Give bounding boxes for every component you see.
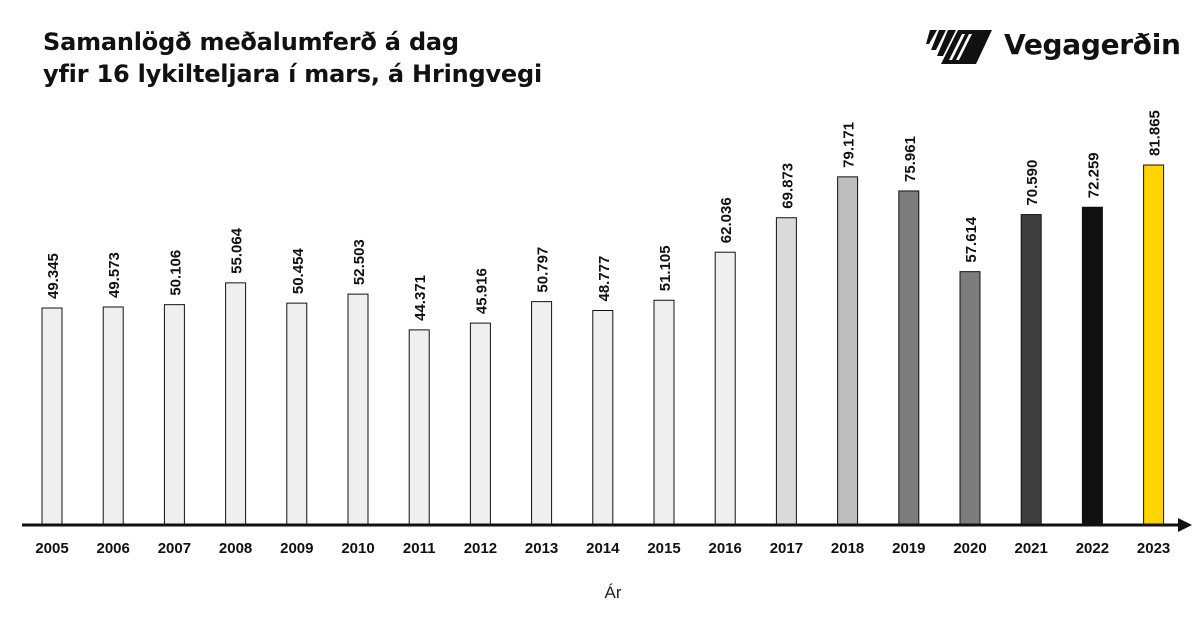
bar-2006 bbox=[102, 306, 124, 526]
value-label-2021: 70.590 bbox=[1024, 160, 1041, 206]
x-tick-label-2017: 2017 bbox=[770, 540, 803, 557]
value-label-2006: 49.573 bbox=[106, 252, 123, 298]
value-label-2009: 50.454 bbox=[290, 248, 307, 295]
value-labels-layer: 49.345 49.573 50.106 55.064 50.454 52.503 44.3… bbox=[45, 110, 1164, 321]
bar-2007 bbox=[163, 304, 185, 526]
bar-2015 bbox=[653, 299, 675, 526]
x-tick-label-2018: 2018 bbox=[831, 540, 864, 557]
value-label-2023: 81.865 bbox=[1147, 110, 1164, 156]
x-tick-label-2009: 2009 bbox=[280, 540, 313, 557]
bar-2020 bbox=[959, 271, 981, 526]
x-tick-label-2006: 2006 bbox=[97, 540, 130, 557]
x-axis-label: Ár bbox=[605, 583, 622, 602]
bar-2012 bbox=[469, 322, 491, 526]
bar-2009 bbox=[286, 302, 308, 526]
value-label-2007: 50.106 bbox=[167, 250, 184, 296]
value-label-2005: 49.345 bbox=[45, 253, 62, 299]
value-label-2011: 44.371 bbox=[412, 275, 429, 321]
value-label-2017: 69.873 bbox=[779, 163, 796, 209]
chart-title-line1: Samanlögð meðalumferð á dag bbox=[43, 28, 459, 56]
bar-2013 bbox=[531, 301, 553, 526]
x-tick-label-2021: 2021 bbox=[1015, 540, 1048, 557]
value-label-2018: 79.171 bbox=[841, 122, 858, 168]
x-tick-label-2012: 2012 bbox=[464, 540, 497, 557]
bar-2023 bbox=[1143, 164, 1165, 526]
bar-2019 bbox=[898, 190, 920, 526]
value-label-2015: 51.105 bbox=[657, 245, 674, 291]
x-tick-label-2011: 2011 bbox=[403, 540, 436, 557]
x-tick-label-2023: 2023 bbox=[1137, 540, 1170, 557]
bar-2005 bbox=[41, 307, 63, 526]
x-tick-label-2015: 2015 bbox=[647, 540, 680, 557]
value-label-2010: 52.503 bbox=[351, 239, 368, 285]
value-label-2019: 75.961 bbox=[902, 136, 919, 182]
x-axis-arrow bbox=[1178, 518, 1192, 532]
x-tick-label-2013: 2013 bbox=[525, 540, 558, 557]
chart-title: Samanlögð meðalumferð á dag yfir 16 lyki… bbox=[43, 26, 542, 90]
brand-logo: Vegagerðin bbox=[926, 22, 1181, 66]
value-label-2008: 55.064 bbox=[229, 227, 246, 274]
x-tick-labels-layer: 2005 2006 2007 2008 2009 2010 2011 2012 2013 2014… bbox=[35, 540, 1170, 557]
x-tick-label-2014: 2014 bbox=[586, 540, 620, 557]
value-label-2016: 62.036 bbox=[718, 197, 735, 243]
x-tick-label-2008: 2008 bbox=[219, 540, 252, 557]
vegagerdin-stripes-logo-icon bbox=[926, 30, 992, 64]
bar-2016 bbox=[714, 251, 736, 526]
x-tick-label-2019: 2019 bbox=[892, 540, 925, 557]
x-tick-label-2020: 2020 bbox=[953, 540, 986, 557]
brand-name: Vegagerðin bbox=[1004, 27, 1181, 61]
value-label-2020: 57.614 bbox=[963, 216, 980, 263]
value-label-2012: 45.916 bbox=[473, 268, 490, 314]
bar-2021 bbox=[1020, 214, 1042, 526]
x-tick-label-2016: 2016 bbox=[709, 540, 742, 557]
bar-2010 bbox=[347, 293, 369, 526]
bars-layer bbox=[41, 164, 1165, 526]
value-label-2014: 48.777 bbox=[596, 256, 613, 302]
bar-2022 bbox=[1081, 206, 1103, 526]
x-tick-label-2022: 2022 bbox=[1076, 540, 1109, 557]
x-tick-label-2005: 2005 bbox=[35, 540, 68, 557]
chart-subtitle: yfir 16 lykilteljara í mars, á Hringvegi bbox=[43, 60, 543, 88]
x-tick-label-2010: 2010 bbox=[341, 540, 374, 557]
bar-2014 bbox=[592, 310, 614, 526]
bar-2018 bbox=[837, 176, 859, 526]
bar-2017 bbox=[775, 217, 797, 526]
value-label-2013: 50.797 bbox=[535, 247, 552, 293]
value-label-2022: 72.259 bbox=[1085, 152, 1102, 198]
bar-2008 bbox=[225, 282, 247, 526]
bar-2011 bbox=[408, 329, 430, 526]
x-tick-label-2007: 2007 bbox=[158, 540, 191, 557]
